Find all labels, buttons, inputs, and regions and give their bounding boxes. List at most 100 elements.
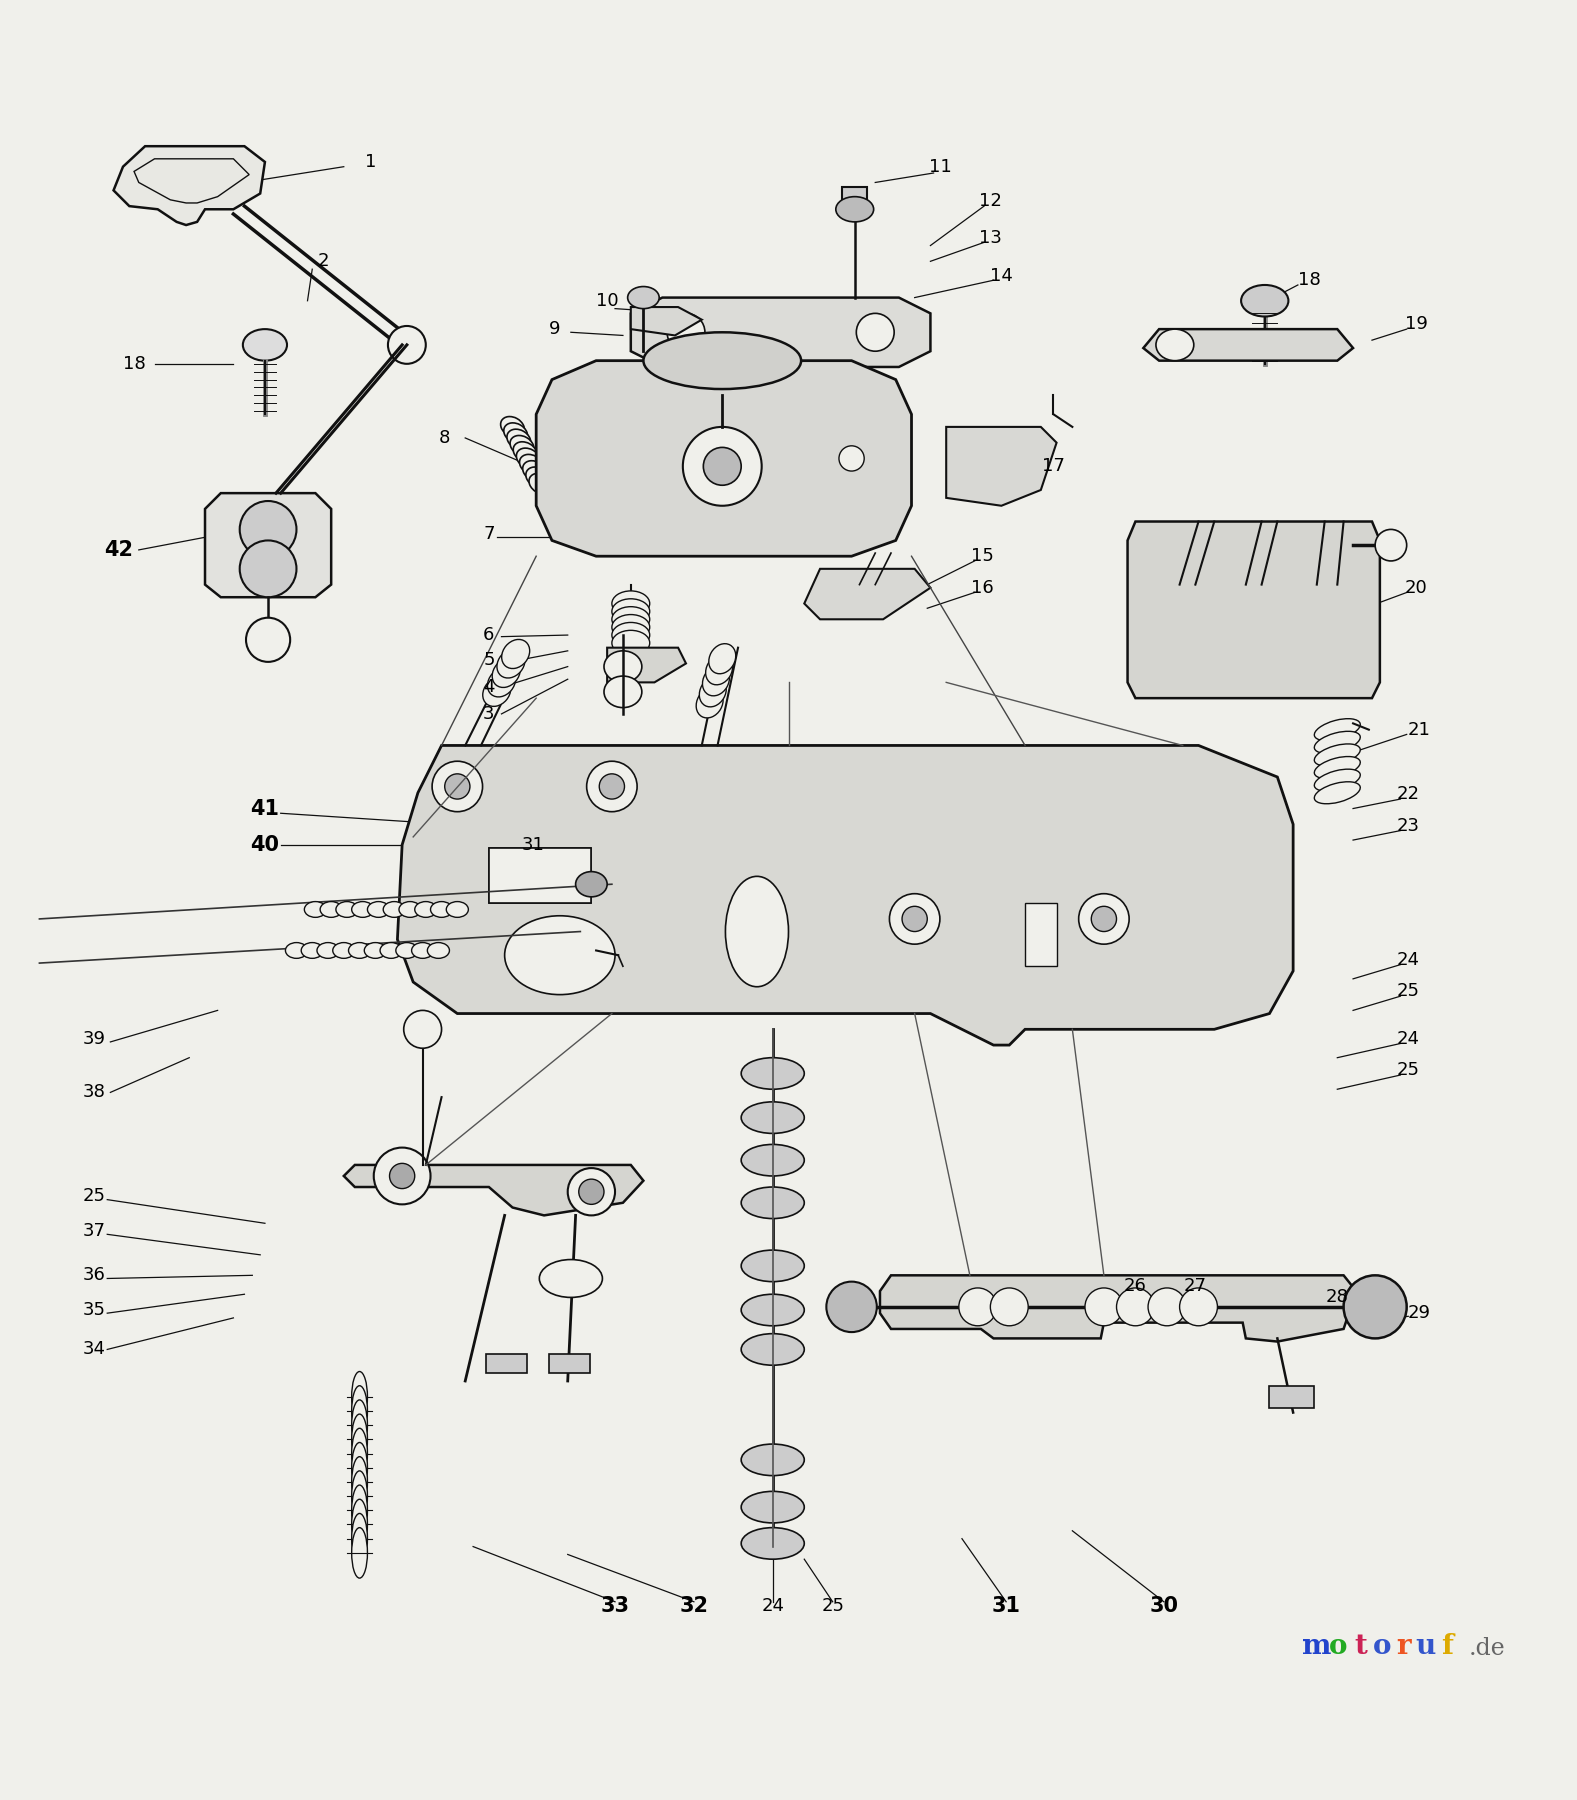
- Text: 1: 1: [364, 153, 377, 171]
- Ellipse shape: [427, 943, 449, 958]
- Text: 29: 29: [1408, 1305, 1430, 1323]
- Text: o: o: [1329, 1633, 1348, 1660]
- Ellipse shape: [352, 1372, 367, 1422]
- Text: 16: 16: [971, 580, 994, 598]
- Text: 21: 21: [1408, 720, 1430, 738]
- Text: 22: 22: [1397, 785, 1419, 803]
- Ellipse shape: [826, 1282, 877, 1332]
- Text: 28: 28: [1326, 1289, 1348, 1307]
- Ellipse shape: [503, 423, 528, 443]
- Ellipse shape: [604, 677, 642, 707]
- Ellipse shape: [612, 614, 650, 639]
- Ellipse shape: [1344, 1276, 1407, 1339]
- Ellipse shape: [1241, 284, 1288, 317]
- Text: u: u: [1416, 1633, 1435, 1660]
- Ellipse shape: [352, 1485, 367, 1535]
- Text: 8: 8: [438, 428, 451, 446]
- Ellipse shape: [741, 1102, 804, 1134]
- Ellipse shape: [352, 1528, 367, 1579]
- Ellipse shape: [741, 1186, 804, 1219]
- Polygon shape: [1128, 522, 1380, 698]
- Ellipse shape: [364, 943, 386, 958]
- Polygon shape: [804, 569, 930, 619]
- Ellipse shape: [396, 943, 418, 958]
- Text: f: f: [1441, 1633, 1454, 1660]
- Text: 42: 42: [104, 540, 132, 560]
- Text: 11: 11: [929, 158, 951, 176]
- Text: 6: 6: [483, 626, 495, 644]
- Polygon shape: [205, 493, 331, 598]
- Text: 15: 15: [971, 547, 994, 565]
- Ellipse shape: [1314, 769, 1361, 792]
- Ellipse shape: [404, 1010, 442, 1048]
- Text: 13: 13: [979, 229, 1001, 247]
- Text: r: r: [1397, 1633, 1411, 1660]
- Text: 23: 23: [1397, 817, 1419, 835]
- Ellipse shape: [525, 466, 550, 488]
- Ellipse shape: [705, 655, 733, 684]
- Ellipse shape: [1117, 1289, 1154, 1327]
- Ellipse shape: [317, 943, 339, 958]
- Ellipse shape: [349, 943, 371, 958]
- Ellipse shape: [432, 761, 483, 812]
- Ellipse shape: [695, 688, 724, 718]
- Text: 35: 35: [84, 1301, 106, 1319]
- Text: 9: 9: [549, 320, 561, 338]
- Text: 2: 2: [317, 252, 330, 270]
- Ellipse shape: [431, 902, 453, 918]
- Bar: [486, 1354, 527, 1373]
- Text: 14: 14: [990, 266, 1012, 284]
- Ellipse shape: [528, 473, 554, 493]
- Text: 19: 19: [1405, 315, 1427, 333]
- Polygon shape: [536, 360, 912, 556]
- Ellipse shape: [1148, 1289, 1186, 1327]
- Ellipse shape: [741, 1058, 804, 1089]
- Text: 37: 37: [84, 1222, 106, 1240]
- Ellipse shape: [902, 907, 927, 932]
- Text: 7: 7: [483, 526, 495, 544]
- Ellipse shape: [612, 607, 650, 632]
- Text: 27: 27: [1184, 1278, 1206, 1296]
- Ellipse shape: [741, 1294, 804, 1327]
- Polygon shape: [607, 648, 686, 682]
- Ellipse shape: [374, 1148, 431, 1204]
- Ellipse shape: [304, 902, 326, 918]
- Bar: [842, 187, 867, 209]
- Ellipse shape: [497, 650, 525, 679]
- Ellipse shape: [320, 902, 342, 918]
- Ellipse shape: [1314, 743, 1361, 767]
- Polygon shape: [397, 745, 1293, 1046]
- Ellipse shape: [1314, 781, 1361, 805]
- Ellipse shape: [352, 1499, 367, 1550]
- Ellipse shape: [519, 454, 544, 475]
- Ellipse shape: [336, 902, 358, 918]
- Text: 40: 40: [251, 835, 279, 855]
- Ellipse shape: [599, 774, 624, 799]
- Ellipse shape: [1079, 893, 1129, 945]
- Ellipse shape: [836, 196, 874, 221]
- Text: o: o: [1374, 1633, 1391, 1660]
- Text: 41: 41: [251, 799, 279, 819]
- Ellipse shape: [399, 902, 421, 918]
- Ellipse shape: [741, 1334, 804, 1364]
- Polygon shape: [631, 297, 930, 367]
- Polygon shape: [946, 427, 1057, 506]
- Ellipse shape: [1156, 329, 1194, 360]
- Text: 32: 32: [680, 1597, 708, 1616]
- Ellipse shape: [959, 1289, 997, 1327]
- Ellipse shape: [352, 1442, 367, 1492]
- Text: 31: 31: [992, 1597, 1020, 1616]
- Polygon shape: [344, 1165, 643, 1215]
- Ellipse shape: [492, 659, 520, 688]
- Ellipse shape: [612, 623, 650, 648]
- Text: m: m: [1303, 1633, 1331, 1660]
- Text: 24: 24: [1397, 950, 1419, 968]
- Ellipse shape: [699, 677, 727, 707]
- Ellipse shape: [839, 446, 864, 472]
- Ellipse shape: [741, 1528, 804, 1559]
- Ellipse shape: [483, 677, 511, 706]
- Ellipse shape: [579, 1179, 604, 1204]
- Ellipse shape: [576, 871, 607, 896]
- Polygon shape: [631, 308, 702, 335]
- Ellipse shape: [352, 1456, 367, 1507]
